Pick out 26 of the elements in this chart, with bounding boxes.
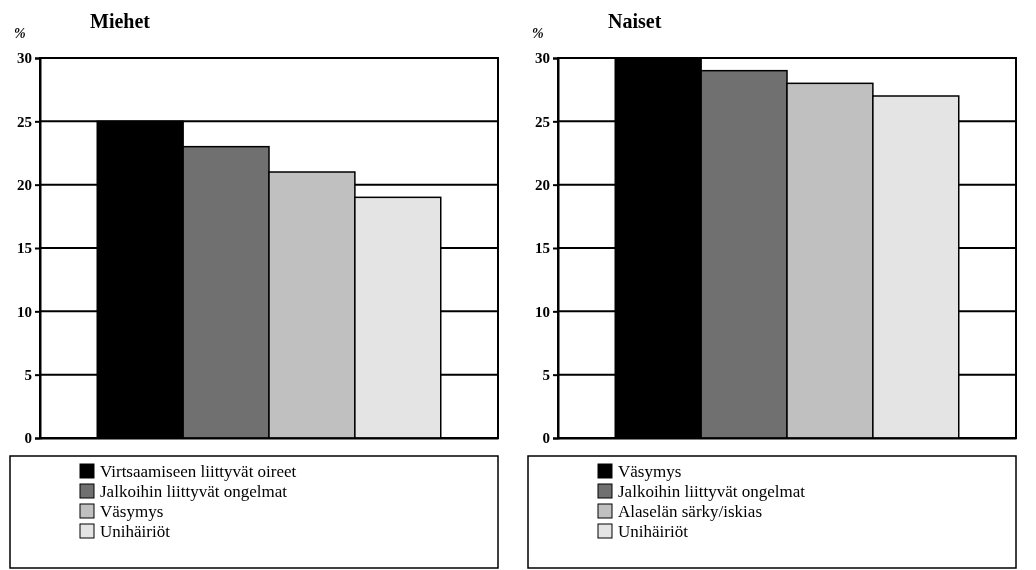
legend-label: Alaselän särky/iskias [618, 502, 762, 521]
y-tick-label: 10 [535, 303, 550, 320]
chart-title: Miehet [90, 10, 151, 32]
y-tick-label: 5 [24, 366, 32, 383]
y-tick-label: 25 [535, 113, 550, 130]
y-tick-label: 30 [535, 50, 550, 67]
y-tick-label: 15 [17, 240, 32, 257]
y-tick-label: 10 [17, 303, 32, 320]
y-tick-label: 5 [542, 366, 550, 383]
legend-label: Väsymys [618, 462, 682, 481]
y-axis-title: % [14, 26, 26, 41]
chart-title: Naiset [608, 10, 662, 32]
y-tick-label: 20 [535, 176, 550, 193]
y-tick-label: 15 [535, 240, 550, 257]
legend-label: Jalkoihin liittyvät ongelmat [618, 482, 806, 501]
y-tick-label: 30 [17, 50, 32, 67]
legend-label: Väsymys [100, 502, 164, 521]
legend-label: Unihäiriöt [100, 522, 171, 541]
y-tick-label: 0 [24, 430, 32, 447]
y-axis-title: % [532, 26, 544, 41]
y-tick-label: 0 [542, 430, 550, 447]
legend-label: Unihäiriöt [618, 522, 689, 541]
legend-label: Virtsaamiseen liittyvät oireet [100, 462, 297, 481]
y-tick-label: 25 [17, 113, 32, 130]
legend-label: Jalkoihin liittyvät ongelmat [100, 482, 288, 501]
y-tick-label: 20 [17, 176, 32, 193]
